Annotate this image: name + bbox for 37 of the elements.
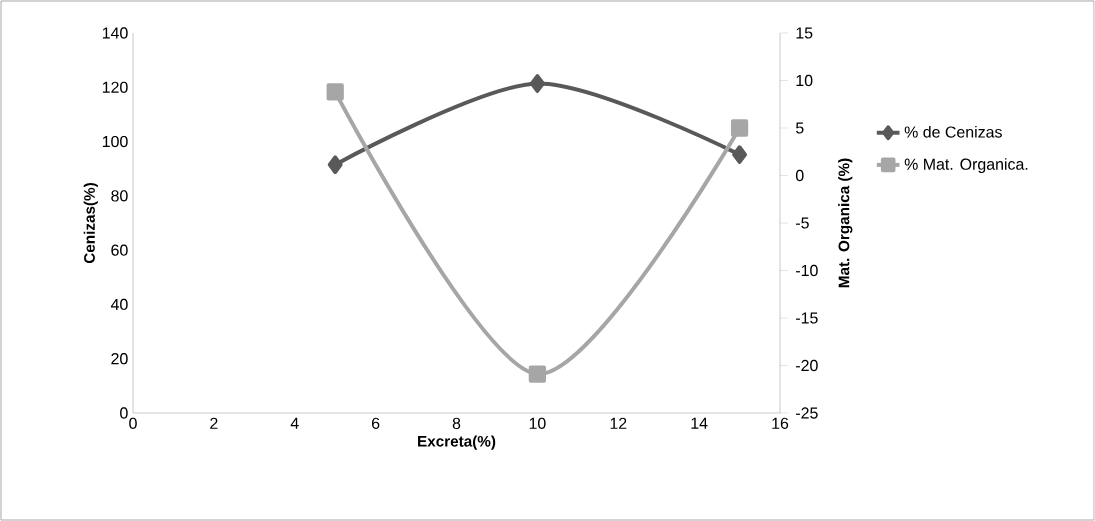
x-tick-label: 0 xyxy=(129,417,137,429)
x-tick-label: 6 xyxy=(372,417,380,429)
y2-tick-label: -15 xyxy=(796,312,818,324)
y2-tick-label: 0 xyxy=(795,169,804,182)
legend-label: % de Cenizas xyxy=(904,125,1002,138)
y-tick-label: 140 xyxy=(102,27,128,39)
y-tick-label: 120 xyxy=(102,81,128,93)
y2-tick-label: 15 xyxy=(796,27,813,39)
y2-tick-label: -20 xyxy=(796,359,818,372)
point xyxy=(730,119,749,137)
x-tick-label: 4 xyxy=(290,417,299,429)
y-tick-label: 40 xyxy=(110,298,128,311)
x-tick-label: 8 xyxy=(452,417,461,429)
x-tick-label: 16 xyxy=(772,417,789,429)
y-tick-label: 80 xyxy=(111,190,128,202)
point xyxy=(732,145,748,164)
x-axis-title: Excreta(%) xyxy=(418,435,496,450)
x-tick-label: 10 xyxy=(529,417,546,429)
point xyxy=(327,155,343,174)
point xyxy=(326,83,344,101)
y2-tick-label: -5 xyxy=(796,217,809,229)
legend-label: % Mat. Organica. xyxy=(904,158,1028,173)
x-tick-label: 12 xyxy=(610,417,627,429)
x-tick-label: 14 xyxy=(691,417,708,429)
y-tick-label: 100 xyxy=(102,135,128,148)
point xyxy=(528,365,547,383)
y2-axis-title: Mat. Organica (%) xyxy=(838,158,853,288)
y2-tick-label: -10 xyxy=(796,264,818,277)
y-tick-label: 0 xyxy=(120,407,128,419)
y-tick-label: 20 xyxy=(111,353,128,365)
y2-tick-label: -25 xyxy=(796,407,818,419)
y-tick-label: 60 xyxy=(111,244,128,256)
y-axis-title: Cenizas(%) xyxy=(83,183,98,264)
y2-tick-label: 10 xyxy=(796,74,813,87)
point xyxy=(529,74,545,93)
y2-tick-label: 5 xyxy=(795,122,804,134)
x-tick-label: 2 xyxy=(210,417,218,429)
